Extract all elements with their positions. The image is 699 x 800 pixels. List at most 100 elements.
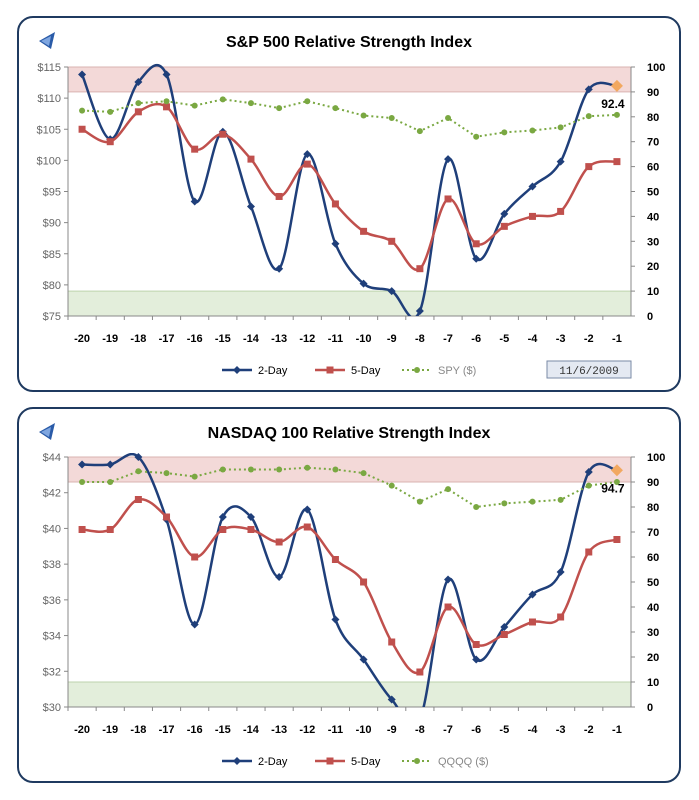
data-point — [613, 536, 621, 543]
x-tick-label: -6 — [471, 724, 481, 736]
data-point — [331, 200, 339, 208]
y-right-tick-label: 80 — [647, 112, 659, 124]
data-point — [276, 466, 283, 473]
series-line — [82, 453, 618, 707]
y-right-tick-label: 60 — [647, 552, 659, 564]
legend-label: QQQQ ($) — [438, 756, 489, 768]
data-point — [219, 466, 226, 473]
chart-title: S&P 500 Relative Strength Index — [226, 34, 472, 51]
data-point — [388, 638, 396, 646]
y-right-tick-label: 10 — [647, 286, 659, 298]
legend-label: 5-Day — [351, 756, 381, 768]
x-tick-label: -20 — [74, 724, 90, 736]
y-left-tick-label: $34 — [43, 631, 61, 643]
y-left-tick-label: $95 — [43, 187, 61, 199]
data-point — [247, 466, 254, 473]
back-arrow-highlight — [41, 36, 51, 46]
data-point — [416, 498, 423, 505]
data-point — [359, 655, 368, 664]
data-point — [613, 111, 620, 118]
x-tick-label: -8 — [415, 333, 425, 345]
data-point — [219, 96, 226, 103]
y-right-tick-label: 50 — [647, 577, 659, 589]
data-point — [557, 613, 565, 621]
data-point — [106, 526, 114, 533]
x-tick-label: -1 — [612, 333, 622, 345]
data-point — [276, 105, 283, 112]
data-point — [247, 155, 255, 163]
data-point — [387, 695, 396, 704]
data-point — [163, 98, 170, 105]
y-left-tick-label: $100 — [37, 155, 61, 167]
data-point — [472, 240, 480, 248]
y-right-tick-label: 80 — [647, 502, 659, 514]
legend-marker — [414, 758, 420, 764]
series-line — [82, 98, 617, 138]
x-tick-label: -13 — [271, 724, 287, 736]
chart-2: NASDAQ 100 Relative Strength Index $30 $32… — [39, 423, 665, 768]
data-point — [501, 129, 508, 136]
back-arrow-icon — [39, 32, 55, 49]
legend: 2-Day 5-Day QQQQ ($) — [222, 756, 489, 768]
data-point — [79, 107, 86, 114]
x-tick-label: -18 — [130, 333, 146, 345]
data-point — [360, 578, 368, 586]
legend-label: 2-Day — [258, 756, 288, 768]
y-right-tick-label: 40 — [647, 211, 659, 223]
data-point — [360, 470, 367, 477]
data-point — [585, 548, 593, 556]
data-point — [246, 202, 255, 211]
data-point — [585, 163, 593, 171]
data-point — [78, 526, 86, 533]
data-point — [191, 102, 198, 109]
y-right-tick-label: 30 — [647, 627, 659, 639]
legend-marker — [233, 757, 241, 765]
data-point — [134, 453, 143, 461]
data-point — [190, 620, 199, 629]
data-point — [163, 103, 171, 111]
data-point — [107, 479, 114, 485]
last-value-label: 92.4 — [601, 97, 625, 111]
x-tick-label: -17 — [159, 724, 175, 736]
data-point — [388, 482, 395, 489]
data-point — [134, 77, 143, 86]
x-tick-label: -3 — [556, 333, 566, 345]
data-point — [331, 556, 339, 563]
data-point — [106, 460, 115, 469]
data-point — [135, 100, 142, 107]
legend: 2-Day 5-Day SPY ($) — [222, 365, 476, 377]
x-tick-label: -4 — [528, 333, 539, 345]
data-point — [191, 145, 199, 153]
data-point — [360, 112, 367, 119]
x-tick-label: -3 — [556, 724, 566, 736]
x-tick-label: -7 — [443, 333, 453, 345]
x-tick-label: -10 — [356, 724, 372, 736]
data-point — [134, 496, 142, 503]
y-left-tick-label: $115 — [37, 62, 61, 74]
data-point — [473, 133, 480, 140]
data-point — [610, 79, 623, 92]
data-point — [163, 470, 170, 477]
x-tick-label: -11 — [328, 333, 343, 345]
y-right-tick-label: 60 — [647, 162, 659, 174]
series-spy — [79, 96, 620, 140]
legend-label: 5-Day — [351, 365, 381, 377]
data-point — [585, 482, 592, 489]
chart-title: NASDAQ 100 Relative Strength Index — [208, 425, 491, 442]
data-point — [191, 553, 199, 561]
data-point — [613, 158, 621, 166]
data-point — [500, 631, 508, 638]
data-point — [219, 130, 227, 138]
y-right-tick-label: 100 — [647, 452, 665, 464]
data-point — [275, 192, 283, 200]
y-left-tick-label: $42 — [43, 488, 61, 500]
y-left-tick-label: $32 — [43, 666, 61, 678]
x-tick-label: -16 — [187, 724, 203, 736]
data-point — [78, 460, 87, 469]
data-point — [557, 496, 564, 503]
last-value-label: 94.7 — [601, 481, 625, 495]
data-point — [388, 237, 396, 245]
legend-label: SPY ($) — [438, 365, 476, 377]
x-tick-label: -2 — [584, 724, 594, 736]
y-left-tick-label: $30 — [43, 702, 61, 714]
